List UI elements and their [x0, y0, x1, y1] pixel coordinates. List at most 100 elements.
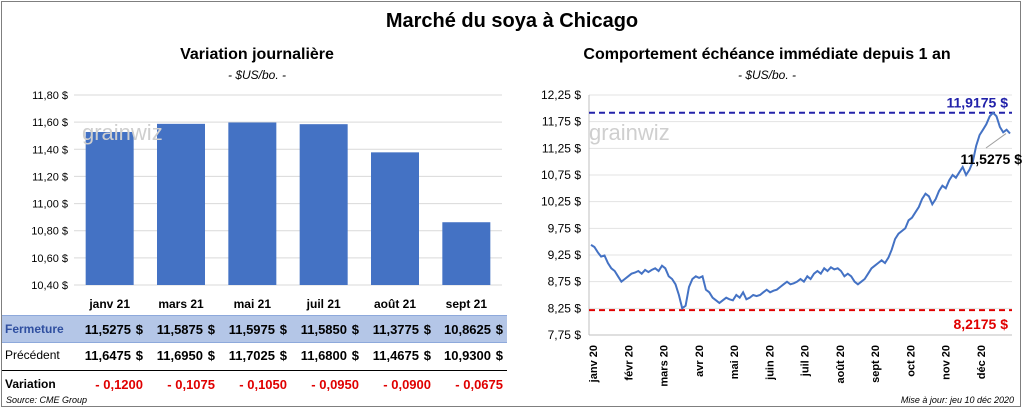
max-annotation: 11,9175 $: [946, 95, 1008, 111]
table-cell: - 0,1050: [212, 377, 287, 392]
cell-currency: $: [207, 348, 215, 363]
row-label-previous: Précédent: [5, 348, 60, 362]
x-category-label: août 21: [374, 297, 416, 311]
bar-chart-unit: - $US/bo. -: [227, 68, 287, 82]
y-tick-label: 10,80 $: [31, 226, 68, 238]
y-tick-label: 10,75 $: [541, 168, 581, 182]
y-tick-label: 10,40 $: [31, 280, 68, 292]
x-tick-label: avr 20: [694, 345, 706, 377]
x-tick-label: sept 20: [870, 345, 882, 383]
y-tick-label: 8,25 $: [548, 301, 582, 315]
bar-chart-title: Variation journalière: [180, 46, 334, 63]
cell-value: - 0,0675: [455, 377, 503, 392]
cell-currency: $: [351, 348, 359, 363]
x-tick-label: mai 20: [729, 345, 741, 379]
cell-value: 11,3775: [372, 322, 419, 337]
table-cell: 11,5275 $: [68, 322, 143, 337]
y-tick-label: 11,00 $: [32, 199, 68, 211]
table-cell: 11,5850 $: [284, 322, 359, 337]
y-tick-label: 7,75 $: [548, 328, 582, 342]
min-annotation: 8,2175 $: [954, 316, 1009, 332]
table-cell: 11,6800 $: [284, 348, 359, 363]
table-cell: 11,3775 $: [356, 322, 431, 337]
y-tick-label: 11,80 $: [32, 90, 68, 102]
source-note: Source: CME Group: [6, 395, 88, 405]
y-tick-label: 12,25 $: [541, 88, 581, 102]
cell-currency: $: [495, 322, 503, 337]
update-note: Mise à jour: jeu 10 déc 2020: [900, 395, 1014, 405]
watermark-logo: grainwiz: [82, 120, 163, 145]
x-tick-label: juin 20: [764, 345, 776, 381]
cell-currency: $: [423, 348, 431, 363]
table-cell: 10,8625 $: [428, 322, 503, 337]
cell-value: 11,6800: [300, 348, 347, 363]
x-category-label: juil 21: [306, 297, 341, 311]
table-cell: - 0,1075: [140, 377, 215, 392]
cell-value: - 0,0900: [383, 377, 431, 392]
table-cell: 11,7025 $: [212, 348, 287, 363]
y-tick-label: 8,75 $: [548, 275, 582, 289]
cell-value: 11,7025: [228, 348, 275, 363]
bar: [371, 152, 419, 285]
row-label-close: Fermeture: [5, 322, 64, 336]
y-tick-label: 11,60 $: [32, 117, 68, 129]
line-chart-title: Comportement échéance immédiate depuis 1…: [583, 46, 951, 63]
table-row-variation: Variation - 0,1200 - 0,1075 - 0,1050 - 0,09…: [2, 370, 507, 397]
page-title: Marché du soya à Chicago: [385, 10, 639, 32]
table-cell: 11,4675 $: [356, 348, 431, 363]
bar: [85, 131, 134, 285]
last-value-annotation: 11,5275 $: [960, 151, 1022, 167]
watermark-logo: grainwiz: [589, 120, 670, 145]
table-cell: - 0,0950: [284, 377, 359, 392]
price-line: [590, 111, 1011, 311]
cell-value: - 0,0950: [311, 377, 359, 392]
bar: [157, 123, 205, 285]
table-cell: 11,5875 $: [140, 322, 215, 337]
cell-currency: $: [351, 322, 359, 337]
cell-value: - 0,1050: [239, 377, 287, 392]
y-tick-label: 11,20 $: [32, 171, 68, 183]
table-cell: 11,6950 $: [140, 348, 215, 363]
table-cell: - 0,0675: [428, 377, 503, 392]
y-tick-label: 11,75 $: [542, 115, 581, 129]
cell-value: 11,5875: [156, 322, 203, 337]
cell-currency: $: [279, 348, 287, 363]
cell-value: 11,6950: [156, 348, 203, 363]
bar: [228, 122, 277, 285]
table-cell: - 0,0900: [356, 377, 431, 392]
x-category-label: janv 21: [88, 297, 130, 311]
table-cell: 10,9300 $: [428, 348, 503, 363]
x-tick-label: juil 20: [800, 345, 812, 377]
cell-currency: $: [495, 348, 503, 363]
cell-value: 10,8625: [444, 322, 491, 337]
table-cell: 11,5975 $: [212, 322, 287, 337]
x-tick-label: août 20: [835, 345, 847, 384]
line-chart-unit: - $US/bo. -: [737, 68, 797, 82]
cell-value: 11,5850: [300, 322, 347, 337]
bar: [299, 124, 348, 285]
table-cell: - 0,1200: [68, 377, 143, 392]
cell-currency: $: [135, 322, 143, 337]
cell-value: - 0,1200: [95, 377, 143, 392]
table-row-previous: Précédent 11,6475 $11,6950 $11,7025 $11,680…: [2, 342, 507, 368]
cell-currency: $: [279, 322, 287, 337]
y-tick-label: 10,25 $: [541, 195, 581, 209]
cell-value: 11,5975: [228, 322, 275, 337]
cell-value: 11,5275: [84, 322, 131, 337]
bar-chart: 10,40 $ 10,60 $ 10,80 $ 11,00 $ 11,20 $ 11,40…: [31, 90, 502, 311]
x-category-label: sept 21: [446, 297, 488, 311]
table-cell: 11,6475 $: [68, 348, 143, 363]
last-value-leader: [985, 133, 1007, 149]
y-tick-label: 9,75 $: [548, 221, 582, 235]
x-tick-label: janv 20: [588, 345, 600, 383]
x-tick-label: mars 20: [659, 345, 671, 387]
x-tick-label: nov 20: [941, 345, 953, 380]
cell-currency: $: [135, 348, 143, 363]
x-tick-label: févr 20: [623, 345, 635, 380]
x-category-label: mars 21: [158, 297, 204, 311]
row-label-variation: Variation: [5, 377, 56, 391]
table-row-close: Fermeture 11,5275 $11,5875 $11,5975 $11,585…: [2, 315, 507, 343]
cell-value: 11,6475: [84, 348, 131, 363]
